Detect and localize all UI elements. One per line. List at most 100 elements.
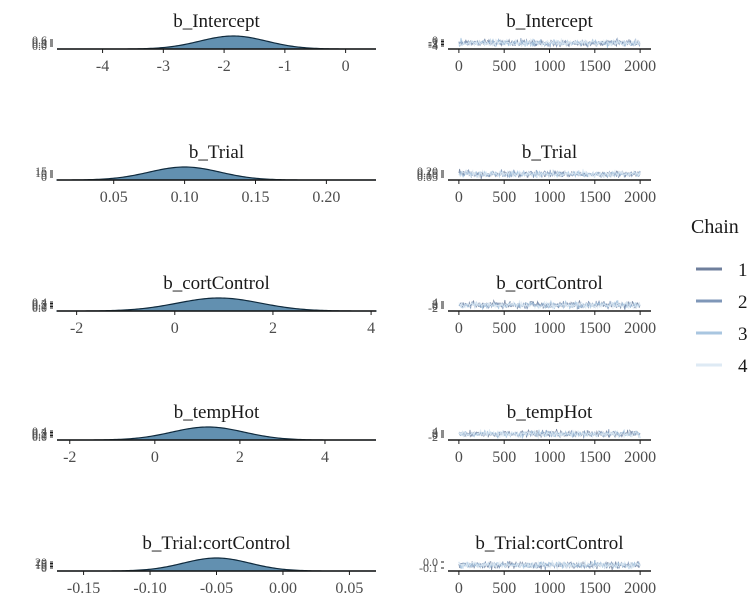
b-trial-trace-x-ticks: 0 500 1000 1500 2000 xyxy=(455,180,656,206)
b-temphot-density-x-tick-label: 2 xyxy=(236,449,244,466)
b-trial-cortcontrol-trace-x-ticks: 0 500 1000 1500 2000 xyxy=(455,571,656,597)
b-trial-density-density-area xyxy=(56,166,376,181)
b-temphot-trace-x-ticks: 0 500 1000 1500 2000 xyxy=(455,440,656,466)
b-cortcontrol-density-y-tick-label: 0.2 xyxy=(32,298,47,312)
b-trial-cortcontrol-density-y-tick-label: 0 xyxy=(41,561,47,575)
b-intercept-density-y-tick-label: 0.0 xyxy=(32,39,47,53)
b-trial-cortcontrol-trace-title: b_Trial:cortControl xyxy=(475,533,623,554)
b-intercept-trace-chain-4-trace xyxy=(458,37,641,48)
b-trial-trace-x-tick-label: 2000 xyxy=(624,189,656,206)
b-trial-trace-x-tick-label: 1000 xyxy=(534,189,566,206)
b-trial-cortcontrol-density-x-tick-label: 0.00 xyxy=(269,580,297,597)
legend-title: Chain xyxy=(691,216,739,238)
b-temphot-density-y-tick-label: 0.1 xyxy=(32,429,47,443)
b-intercept-trace-y-tick-label: 0 xyxy=(432,33,438,47)
b-trial-cortcontrol-trace-x-tick-label: 0 xyxy=(455,580,463,597)
b-cortcontrol-density-y-tick-label: 0.0 xyxy=(32,301,47,315)
b-trial-trace-x-tick-label: 0 xyxy=(455,189,463,206)
b-intercept-density-density-area xyxy=(57,35,376,50)
b-intercept-trace-x-tick-label: 500 xyxy=(492,58,516,75)
b-trial-cortcontrol-density-x-tick-label: -0.05 xyxy=(200,580,233,597)
b-trial-cortcontrol-density-y-tick-label: 10 xyxy=(35,558,47,572)
b-intercept-density-x-ticks: -4 -3 -2 -1 0 xyxy=(96,49,350,75)
b-trial-density-y-tick-label: 0 xyxy=(41,170,47,184)
legend-chain-4-label: 4 xyxy=(738,356,748,377)
b-trial-cortcontrol-density-density-area xyxy=(57,557,376,572)
b-temphot-trace-x-tick-label: 2000 xyxy=(624,449,656,466)
b-cortcontrol-trace-x-tick-label: 2000 xyxy=(624,320,656,337)
b-trial-cortcontrol-trace-x-tick-label: 1500 xyxy=(579,580,611,597)
b-intercept-trace-title: b_Intercept xyxy=(506,11,593,32)
b-trial-trace-y-tick-label: 0.20 xyxy=(417,164,438,178)
b-cortcontrol-density-x-tick-label: -2 xyxy=(70,320,83,337)
b-trial-cortcontrol-trace-chain-4-trace xyxy=(458,560,641,571)
b-intercept-trace-y-tick-label: -2 xyxy=(428,36,438,50)
b-temphot-density-title: b_tempHot xyxy=(174,402,260,423)
legend-chain-3-label: 3 xyxy=(738,324,748,345)
b-cortcontrol-density-x-tick-label: 4 xyxy=(367,320,375,337)
b-intercept-density-y-tick-label: 0.2 xyxy=(32,37,47,51)
b-cortcontrol-density-x-tick-label: 2 xyxy=(269,320,277,337)
b-temphot-trace-chain-4-trace xyxy=(458,429,641,440)
b-intercept-trace-y-tick-label: -1 xyxy=(428,35,438,49)
b-trial-density-x-tick-label: 0.15 xyxy=(241,189,269,206)
b-temphot-trace-x-tick-label: 1000 xyxy=(534,449,566,466)
b-trial-cortcontrol-density-title: b_Trial:cortControl xyxy=(142,533,290,554)
b-temphot-trace-x-tick-label: 0 xyxy=(455,449,463,466)
b-trial-density-y-tick-label: 10 xyxy=(35,166,47,180)
b-intercept-trace-y-tick-label: -3 xyxy=(428,38,438,52)
b-trial-cortcontrol-density-x-ticks: -0.15 -0.10 -0.05 0.00 0.05 xyxy=(67,571,363,597)
b-intercept-trace-x-tick-label: 1500 xyxy=(579,58,611,75)
b-trial-trace-y-tick-label: 0.15 xyxy=(417,166,438,180)
b-trial-cortcontrol-density-x-tick-label: -0.10 xyxy=(133,580,166,597)
b-intercept-trace-panel: b_Intercept-4-3-2-100 500 1000 1500 2000 xyxy=(428,11,656,75)
b-temphot-density-density-area xyxy=(57,426,376,441)
b-trial-cortcontrol-density-x-tick-label: -0.15 xyxy=(67,580,100,597)
b-trial-density-x-ticks: 0.05 0.10 0.15 0.20 xyxy=(100,180,340,206)
b-temphot-density-x-tick-label: 0 xyxy=(151,449,159,466)
b-trial-trace-x-tick-label: 1500 xyxy=(579,189,611,206)
b-temphot-density-y-tick-label: 0.2 xyxy=(32,427,47,441)
b-temphot-trace-y-tick-label: 4 xyxy=(432,424,438,438)
b-trial-cortcontrol-trace-panel: b_Trial:cortControl -0.10.0 0 500 1000 1500 20… xyxy=(419,533,656,597)
b-temphot-trace-y-tick-label: 2 xyxy=(432,426,438,440)
b-intercept-density-x-tick-label: -3 xyxy=(157,58,170,75)
b-cortcontrol-density-y-tick-labels: 0.00.10.20.30.4 xyxy=(32,295,53,315)
b-cortcontrol-density-panel: b_cortControl 0.00.10.20.30.4 -2 0 2 4 xyxy=(32,273,377,337)
b-cortcontrol-density-density-area xyxy=(56,297,377,312)
b-trial-density-title: b_Trial xyxy=(189,142,244,163)
b-cortcontrol-trace-x-tick-label: 500 xyxy=(492,320,516,337)
b-intercept-density-x-tick-label: -2 xyxy=(217,58,230,75)
b-trial-cortcontrol-density-x-tick-label: 0.05 xyxy=(335,580,363,597)
b-cortcontrol-density-x-tick-label: 0 xyxy=(171,320,179,337)
b-intercept-density-x-tick-label: 0 xyxy=(342,58,350,75)
b-cortcontrol-trace-title: b_cortControl xyxy=(496,273,603,294)
chain-legend: Chain 1 2 3 4 xyxy=(691,216,748,377)
b-temphot-density-x-tick-label: -2 xyxy=(63,449,76,466)
b-cortcontrol-trace-x-ticks: 0 500 1000 1500 2000 xyxy=(455,311,656,337)
b-temphot-trace-y-tick-label: 0 xyxy=(432,428,438,442)
b-trial-density-x-tick-label: 0.05 xyxy=(100,189,128,206)
b-intercept-density-y-tick-label: 0.4 xyxy=(32,35,47,49)
b-trial-trace-chain-4-trace xyxy=(458,168,641,179)
b-intercept-trace-chain-3-trace xyxy=(458,37,641,49)
b-trial-trace-y-tick-label: 0.05 xyxy=(417,170,438,184)
b-intercept-density-title: b_Intercept xyxy=(173,11,260,32)
b-intercept-density-panel: b_Intercept 0.00.20.40.6 -4 -3 -2 -1 0 xyxy=(32,11,376,75)
b-temphot-density-x-ticks: -2 0 2 4 xyxy=(63,440,329,466)
legend-items: 1 2 3 4 xyxy=(696,260,748,377)
b-temphot-density-y-tick-label: 0.0 xyxy=(32,430,47,444)
b-trial-cortcontrol-density-y-tick-label: 15 xyxy=(35,557,47,571)
b-trial-cortcontrol-trace-x-tick-label: 1000 xyxy=(534,580,566,597)
b-intercept-density-y-tick-label: 0.6 xyxy=(32,33,47,47)
b-temphot-trace-x-tick-label: 500 xyxy=(492,449,516,466)
b-trial-cortcontrol-trace-y-tick-label: 0.0 xyxy=(423,555,438,569)
b-trial-cortcontrol-density-y-tick-label: 5 xyxy=(41,560,47,574)
b-intercept-density-x-tick-label: -1 xyxy=(278,58,291,75)
b-cortcontrol-density-x-ticks: -2 0 2 4 xyxy=(70,311,375,337)
